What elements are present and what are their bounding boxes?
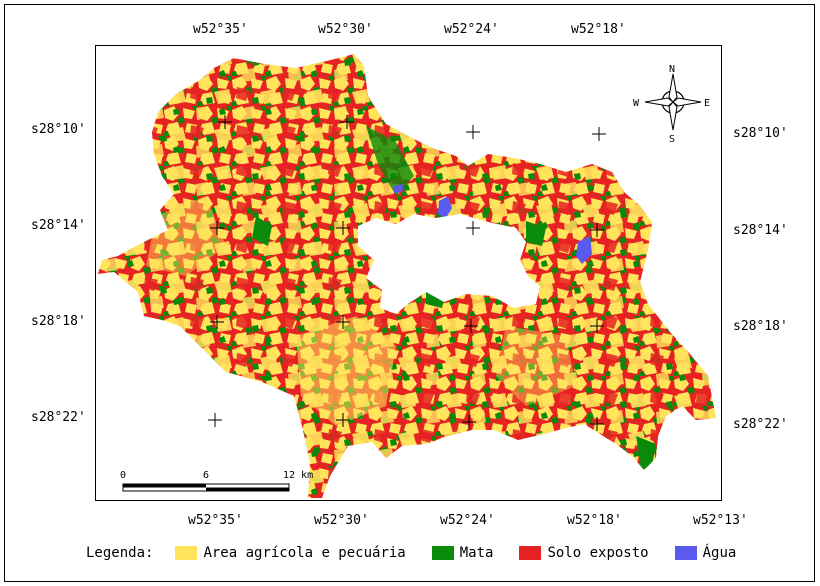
scale-label: 0 [120, 470, 126, 481]
legend-label: Solo exposto [547, 545, 649, 561]
legend-item: Mata [431, 545, 494, 561]
compass-w-label: W [633, 98, 640, 109]
right-lat-label: s28°14' [733, 223, 788, 238]
map-panel: N S E W 0 6 12 km [95, 45, 722, 501]
scale-bar: 0 6 12 km [120, 470, 313, 492]
legend-item: Solo exposto [519, 545, 649, 561]
right-lat-label: s28°22' [733, 417, 788, 432]
bottom-lon-label: w52°30' [314, 513, 369, 528]
right-lat-label: s28°10' [733, 126, 788, 141]
left-lat-label: s28°18' [31, 314, 86, 329]
scale-label: 6 [203, 470, 209, 481]
bottom-lon-label: w52°13' [693, 513, 748, 528]
legend-swatch-agua [674, 546, 697, 560]
left-lat-label: s28°22' [31, 410, 86, 425]
scale-label: 12 km [283, 470, 313, 481]
legend-swatch-solo [519, 546, 542, 560]
water-body [438, 196, 452, 218]
outer-frame [4, 4, 815, 582]
left-lat-label: s28°14' [31, 218, 86, 233]
top-lon-label: w52°35' [193, 22, 248, 37]
legend-label: Area agrícola e pecuária [203, 545, 406, 561]
compass-e-label: E [704, 98, 710, 109]
compass-s-label: S [669, 134, 675, 145]
left-lat-label: s28°10' [31, 122, 86, 137]
legend-title: Legenda: [86, 545, 154, 561]
top-lon-label: w52°24' [444, 22, 499, 37]
legend: Legenda: Area agrícola e pecuária Mata S… [86, 542, 762, 564]
legend-item: Area agrícola e pecuária [175, 545, 406, 561]
north-arrow-icon: N S E W [633, 64, 710, 145]
bottom-lon-label: w52°35' [188, 513, 243, 528]
land-use-map: N S E W 0 6 12 km [98, 54, 716, 498]
graticule-marks [208, 115, 606, 431]
right-lat-label: s28°18' [733, 319, 788, 334]
water-body [394, 184, 404, 193]
legend-swatch-agri [175, 546, 198, 560]
top-lon-label: w52°18' [571, 22, 626, 37]
top-lon-label: w52°30' [318, 22, 373, 37]
legend-item: Água [674, 545, 737, 561]
compass-n-label: N [669, 64, 675, 75]
legend-label: Mata [459, 545, 494, 561]
legend-label: Água [702, 545, 737, 561]
water-body [576, 236, 592, 264]
legend-swatch-mata [431, 546, 454, 560]
central-lake [358, 214, 540, 314]
bottom-lon-label: w52°18' [567, 513, 622, 528]
bottom-lon-label: w52°24' [440, 513, 495, 528]
